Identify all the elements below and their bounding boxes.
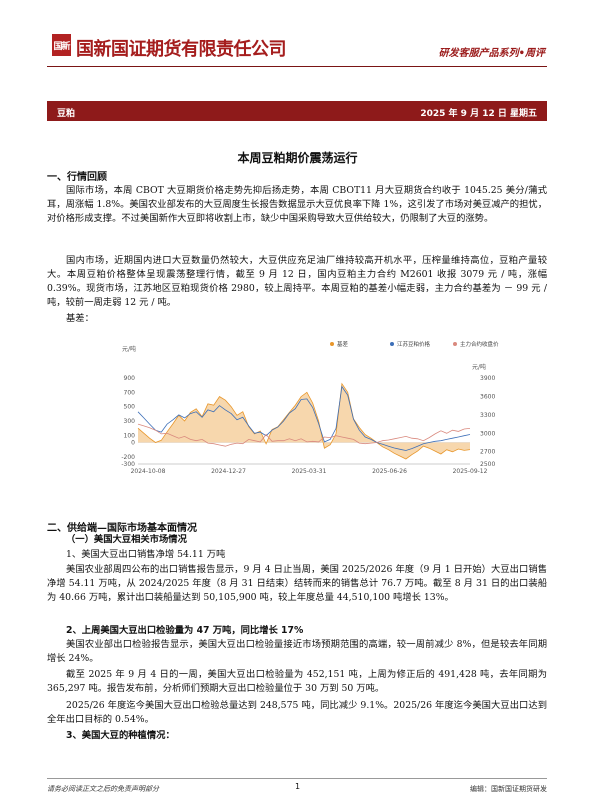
right-tick-label: 3900 bbox=[480, 375, 495, 382]
company-name: 国新国证期货有限责任公司 bbox=[76, 39, 287, 60]
footer-editor: 编辑：国新国证期货研发 bbox=[470, 785, 547, 793]
x-tick-label: 2025-09-12 bbox=[453, 468, 488, 475]
item-export-sales: 1、美国大豆出口销售净增 54.11 万吨 bbox=[66, 549, 226, 560]
right-tick-label: 2700 bbox=[480, 449, 495, 456]
section-heading-review: 一、行情回顾 bbox=[47, 172, 107, 183]
basis-chart: 元/吨 元/吨 基差 江苏豆粕价格 主力合约收盘价 900 700 500 300 1000… bbox=[121, 340, 499, 475]
footer-divider bbox=[47, 778, 547, 779]
left-tick-label: 900 bbox=[124, 375, 136, 382]
banner-commodity: 豆粕 bbox=[57, 109, 76, 119]
x-tick-label: 2024-12-27 bbox=[211, 468, 246, 475]
left-tick-label: 700 bbox=[124, 389, 136, 396]
left-tick-label: 100 bbox=[124, 432, 136, 439]
item-planting: 3、美国大豆的种植情况： bbox=[66, 730, 175, 741]
legend-swatch bbox=[390, 342, 394, 346]
left-tick-label: 300 bbox=[124, 418, 136, 425]
header-divider bbox=[47, 66, 547, 67]
subsection-us-market: （一）美国大豆相关市场情况 bbox=[66, 534, 187, 545]
paragraph-inspection: 美国农业部出口检验报告显示，美国大豆出口检验量接近市场预期范围的高端，较一周前减… bbox=[47, 639, 547, 664]
banner-bar: 豆粕 2025 年 9 月 12 日 星期五 bbox=[47, 101, 547, 121]
legend-label: 江苏豆粕价格 bbox=[397, 340, 431, 348]
right-tick-label: 3000 bbox=[480, 430, 495, 437]
paragraph-domestic: 国内市场，近期国内进口大豆数量仍然较大，大豆供应充足油厂维持较高开机水平，压榨量… bbox=[47, 255, 547, 308]
page-header: 国新 国新国证期货有限责任公司 研发客服产品系列•周评 bbox=[0, 0, 595, 92]
left-axis-unit: 元/吨 bbox=[122, 345, 136, 353]
footer-disclaimer: 请务必阅读正文之后的免责声明部分 bbox=[47, 785, 159, 793]
paragraph-international: 国际市场，本周 CBOT 大豆期货价格走势先抑后扬走势，本周 CBOT11 月大… bbox=[47, 185, 547, 224]
right-tick-label: 2500 bbox=[480, 461, 495, 468]
chart-legend: 基差 江苏豆粕价格 主力合约收盘价 bbox=[330, 340, 499, 348]
basis-area bbox=[138, 383, 470, 459]
basis-label: 基差： bbox=[66, 313, 94, 324]
x-tick-label: 2025-06-26 bbox=[372, 468, 407, 475]
company-logo: 国新 bbox=[52, 34, 71, 56]
left-tick-label: 500 bbox=[124, 404, 136, 411]
futures-close-line bbox=[137, 423, 471, 447]
basis-line bbox=[137, 382, 471, 460]
paragraph-inspection-detail: 截至 2025 年 9 月 4 日的一周，美国大豆出口检验量为 452,151 … bbox=[47, 669, 547, 694]
left-tick-label: -200 bbox=[121, 454, 135, 461]
paragraph-export-sales: 美国农业部周四公布的出口销售报告显示，9 月 4 日止当周，美国 2025/20… bbox=[47, 564, 547, 603]
series-label: 研发客服产品系列•周评 bbox=[438, 48, 545, 59]
legend-swatch bbox=[330, 342, 334, 346]
banner-date: 2025 年 9 月 12 日 星期五 bbox=[420, 109, 537, 119]
section-heading-supply: 二、供给端—国际市场基本面情况 bbox=[47, 523, 197, 534]
right-tick-label: 3600 bbox=[480, 393, 495, 400]
x-tick-label: 2025-03-31 bbox=[292, 468, 327, 475]
right-tick-label: 3300 bbox=[480, 412, 495, 419]
right-axis-unit: 元/吨 bbox=[472, 363, 486, 371]
page-number: 1 bbox=[294, 782, 301, 791]
spot-price-line bbox=[137, 385, 471, 451]
legend-swatch bbox=[453, 342, 457, 346]
left-tick-label: -300 bbox=[121, 461, 135, 468]
legend-label: 主力合约收盘价 bbox=[460, 340, 499, 348]
legend-label: 基差 bbox=[337, 340, 349, 348]
x-tick-label: 2024-10-08 bbox=[131, 468, 166, 475]
report-title: 本周豆粕期价震荡运行 bbox=[237, 151, 358, 165]
left-tick-label: 0 bbox=[131, 440, 135, 447]
item-export-inspection: 2、上周美国大豆出口检验量为 47 万吨，同比增长 17% bbox=[66, 625, 304, 636]
paragraph-inspection-total: 2025/26 年度迄今美国大豆出口检验总量达到 248,575 吨，同比减少 … bbox=[47, 700, 547, 725]
